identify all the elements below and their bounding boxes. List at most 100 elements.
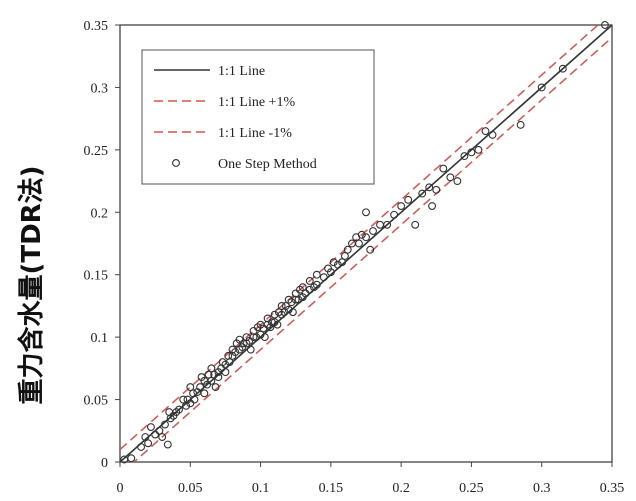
data-point [291,295,300,304]
y-tick-label: 0.25 [84,144,109,159]
y-axis: 0 0.05 0.1 0.15 0.2 0.25 0.3 0.35 [84,19,120,471]
data-point [355,239,363,248]
data-point [516,120,525,129]
data-point [446,173,455,182]
y-axis-label: 重力含水量(TDR法) [16,165,47,404]
data-point [425,183,434,192]
y-tick-label: 0.1 [91,331,109,346]
legend: 1:1 Line 1:1 Line +1% 1:1 Line -1% One Step… [141,49,375,185]
data-point [418,189,427,198]
data-point [221,368,230,377]
data-point [155,426,164,435]
y-tick-label: 0.15 [84,269,109,284]
data-point [214,373,223,382]
data-point [273,320,282,329]
data-point [288,308,297,317]
x-axis: 0 0.05 0.1 0.15 0.2 0.25 0.3 0.35 [117,462,625,496]
data-point [266,323,275,332]
data-point [200,389,209,398]
y-tick-label: 0.2 [91,206,109,221]
data-points [120,21,609,464]
reference-lines [120,25,612,462]
data-point [366,245,375,254]
x-tick-label: 0.2 [392,481,410,496]
data-point [362,233,370,242]
data-point [404,195,413,204]
legend-label: 1:1 Line [218,64,265,79]
data-point [488,130,497,139]
y-tick-label: 0 [101,456,108,471]
data-point [343,245,352,254]
data-point [210,370,219,379]
data-point [453,177,462,186]
plus-one-percent-line [120,25,600,451]
data-point [284,305,293,314]
data-point [383,220,392,229]
data-point [390,210,399,219]
data-point [249,333,258,342]
plot-frame [119,24,613,463]
data-point [196,383,205,392]
data-point [537,83,546,92]
data-point [411,220,420,229]
data-point [158,433,167,441]
y-tick-label: 0.35 [84,19,109,34]
data-point [397,202,406,210]
data-point [357,230,366,239]
x-tick-label: 0.15 [319,481,344,496]
legend-box [141,49,375,185]
one-to-one-line [120,25,612,462]
plot-area [119,21,613,464]
legend-label: One Step Method [218,157,317,172]
data-point [277,301,286,310]
data-point [319,273,328,282]
data-point [252,333,261,342]
data-point [204,370,213,379]
data-point [467,148,476,157]
data-point [163,440,172,449]
data-point [340,252,349,260]
data-point [190,395,199,404]
data-point [298,283,307,292]
data-point [369,227,377,235]
legend-label: 1:1 Line +1% [218,95,295,110]
data-point [362,208,370,217]
data-point [305,285,314,294]
data-point [256,330,265,339]
data-point [221,360,230,369]
data-point [179,395,188,404]
data-point [207,364,216,373]
data-point [186,383,195,392]
data-point [127,454,136,463]
data-point [312,270,321,279]
data-point [246,345,255,354]
data-point [481,127,490,136]
data-point [474,145,483,154]
data-point [161,420,169,429]
data-point [294,295,303,304]
data-point [601,21,609,29]
data-point [326,268,335,277]
x-tick-label: 0.05 [178,481,203,496]
data-point [432,185,441,194]
data-point [137,443,146,451]
data-point [338,258,347,267]
data-point [144,439,153,448]
legend-marker-circle [172,159,180,167]
data-point [305,277,314,285]
x-tick-label: 0.3 [533,481,551,496]
data-point [312,280,321,289]
x-tick-label: 0.35 [600,481,625,496]
data-point [141,433,150,441]
data-point [207,376,216,385]
data-point [439,164,448,173]
data-point [558,64,567,73]
data-point [146,423,155,431]
data-point [211,383,220,392]
data-point [225,358,234,367]
x-tick-label: 0.1 [252,481,270,496]
x-tick-label: 0.25 [459,481,484,496]
minus-one-percent-line [132,36,612,462]
data-point [231,348,240,357]
